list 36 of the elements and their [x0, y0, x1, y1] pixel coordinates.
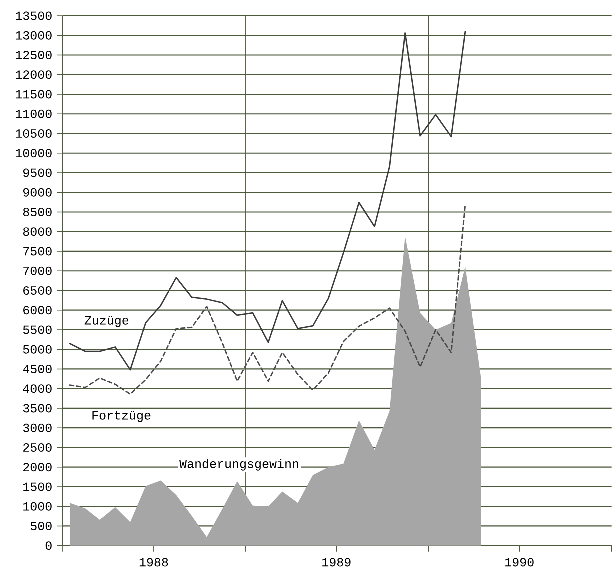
- y-tick-label: 5500: [23, 326, 52, 334]
- y-tick-label: 8000: [23, 228, 52, 236]
- y-tick-label: 2500: [24, 444, 52, 452]
- y-tick-label: 4000: [23, 384, 52, 394]
- x-tick-label: 1990: [506, 558, 534, 567]
- y-tick-label: 13000: [16, 31, 52, 40]
- y-tick-label: 1500: [24, 482, 52, 492]
- series-label: Fortzüge: [92, 411, 151, 422]
- y-tick-label: 6500: [24, 286, 52, 296]
- x-tick-label: 1988: [140, 558, 168, 567]
- y-tick-label: 3500: [23, 404, 52, 413]
- y-tick-label: 2000: [24, 463, 52, 472]
- y-tick-label: 0: [46, 542, 52, 550]
- y-tick-label: 13500: [16, 12, 52, 20]
- y-tick-label: 7000: [24, 266, 52, 276]
- line-series: [69, 31, 466, 371]
- y-tick-label: 8500: [23, 208, 52, 217]
- line-series: [69, 204, 466, 396]
- series-label: Zuzüge: [84, 316, 129, 328]
- y-tick-label: 500: [30, 522, 52, 531]
- y-tick-label: 9500: [24, 168, 52, 178]
- y-tick-label: 10000: [16, 149, 52, 158]
- y-tick-label: 9000: [24, 188, 52, 197]
- y-tick-label: 10500: [16, 130, 52, 138]
- y-tick-label: 11500: [16, 90, 52, 99]
- series-label: Wanderungsgewinn: [180, 459, 298, 471]
- y-tick-label: 1000: [24, 502, 52, 511]
- y-tick-label: 11000: [16, 110, 52, 118]
- y-tick-label: 12000: [16, 70, 52, 80]
- x-tick-label: 1989: [322, 558, 351, 567]
- y-tick-label: 3000: [23, 424, 52, 432]
- y-tick-label: 7500: [24, 247, 52, 256]
- y-tick-label: 12500: [16, 51, 52, 60]
- y-tick-label: 5000: [23, 345, 52, 354]
- y-tick-label: 6000: [24, 306, 52, 315]
- y-tick-label: 4500: [23, 365, 52, 374]
